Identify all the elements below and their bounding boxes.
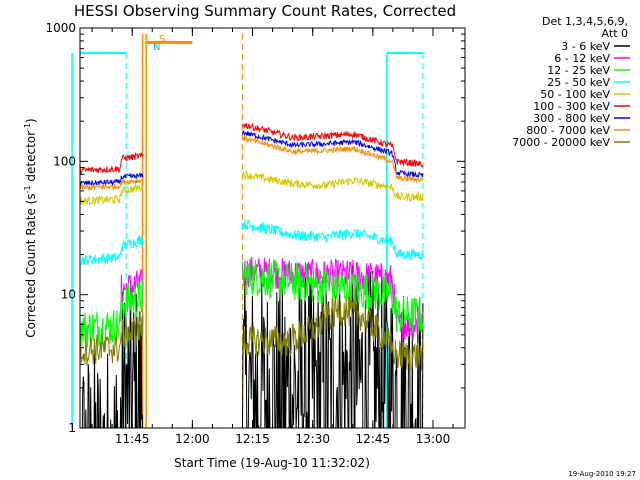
- marker-n: N: [153, 42, 160, 53]
- series-12-25-kev: [80, 279, 144, 349]
- marker-s: S: [159, 34, 165, 45]
- series-50-100-kev: [80, 183, 144, 206]
- y-label-sup1: -1: [23, 185, 32, 193]
- series-layer: [80, 123, 424, 428]
- y-label-part1: Corrected Count Rate (s: [24, 193, 38, 337]
- series-800-7000-kev: [241, 135, 424, 184]
- legend-entry-label: 800 - 7000 keV: [526, 124, 610, 137]
- series-25-50-kev: [241, 219, 424, 262]
- x-axis-label: Start Time (19-Aug-10 11:32:02): [174, 456, 370, 470]
- legend-entry-label: 6 - 12 keV: [554, 52, 610, 65]
- legend-header-2: Att 0: [602, 27, 628, 40]
- legend-entry-label: 300 - 800 keV: [533, 112, 610, 125]
- series-800-7000-kev: [80, 178, 144, 192]
- series-300-800-kev: [241, 130, 424, 179]
- series-100-300-kev: [80, 151, 144, 176]
- y-label-part3: ): [24, 118, 38, 123]
- x-tick-label: 13:00: [416, 432, 451, 446]
- y-axis-label: Corrected Count Rate (s-1 detector-1): [23, 118, 38, 337]
- series-3-6-kev: [80, 280, 144, 428]
- series-300-800-kev: [80, 171, 144, 187]
- x-tick-label: 12:00: [175, 432, 210, 446]
- series-50-100-kev: [241, 170, 424, 203]
- legend-entry-label: 100 - 300 keV: [533, 100, 610, 113]
- series-6-12-kev: [119, 269, 144, 316]
- legend-entry-label: 12 - 25 keV: [547, 64, 610, 77]
- x-tick-label: 11:45: [115, 432, 150, 446]
- series-25-50-kev: [80, 234, 144, 266]
- series-7000-20000-kev: [241, 295, 424, 371]
- legend-entry-label: 50 - 100 keV: [540, 88, 610, 101]
- series-12-25-kev: [241, 258, 424, 333]
- legend-header-1: Det 1,3,4,5,6,9,: [542, 15, 628, 28]
- legend-entry-label: 7000 - 20000 keV: [512, 136, 610, 149]
- y-tick-label: 1: [68, 421, 76, 435]
- series-7000-20000-kev: [80, 315, 144, 366]
- x-tick-label: 12:45: [356, 432, 391, 446]
- y-label-part2: detector: [24, 131, 38, 186]
- series-100-300-kev: [241, 123, 424, 168]
- y-label-sup2: -1: [23, 123, 32, 131]
- x-tick-label: 12:30: [295, 432, 330, 446]
- x-tick-label: 12:15: [235, 432, 270, 446]
- y-tick-label: 10: [61, 288, 76, 302]
- legend-entry-label: 3 - 6 keV: [561, 40, 610, 53]
- timestamp: 19-Aug-2010 19:27: [568, 470, 636, 478]
- y-tick-label: 1000: [45, 21, 76, 35]
- axis-ticks: 1 10 100 1000 11:45 12:00 12:15 12:30 12:45 13:00: [45, 21, 465, 446]
- chart-title: HESSI Observing Summary Count Rates, Cor…: [74, 2, 456, 20]
- y-tick-label: 100: [53, 154, 76, 168]
- legend-entry-label: 25 - 50 keV: [547, 76, 610, 89]
